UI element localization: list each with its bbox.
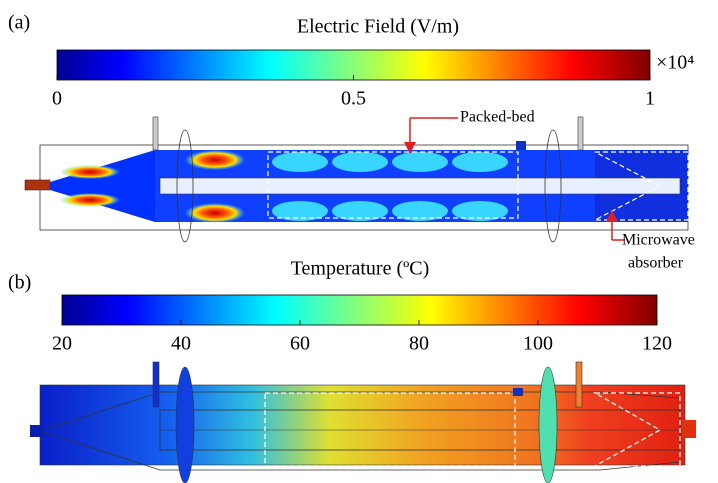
colorbar-multiplier: ×10⁴ [656, 52, 694, 74]
colorbar-tick-label: 1 [645, 88, 655, 110]
colorbar [62, 295, 657, 325]
colorbar-tick-label: 120 [642, 333, 672, 355]
colorbar-title: Electric Field (V/m) [297, 16, 459, 38]
colorbar-tick-label: 100 [523, 333, 553, 355]
annotation: absorber [628, 255, 684, 272]
panel-label: (b) [8, 272, 31, 294]
colorbar-tick-label: 60 [290, 333, 310, 355]
annotation: Microwave [622, 232, 695, 249]
colorbar-tick-label: 80 [409, 333, 429, 355]
figure: (a) Electric Field (V/m) ×10⁴ [0, 0, 718, 483]
colorbar-title: Temperature (ºC) [291, 258, 430, 280]
temperature-device [30, 362, 696, 483]
colorbar-tick-label: 20 [52, 333, 72, 355]
colorbar-tick-label: 40 [171, 333, 191, 355]
colorbar-tick-label: 0.5 [341, 88, 366, 110]
electric-field-device [25, 117, 688, 242]
colorbar-tick-label: 0 [52, 88, 62, 110]
panel-label: (a) [8, 12, 30, 34]
annotation: Packed-bed [460, 109, 535, 126]
